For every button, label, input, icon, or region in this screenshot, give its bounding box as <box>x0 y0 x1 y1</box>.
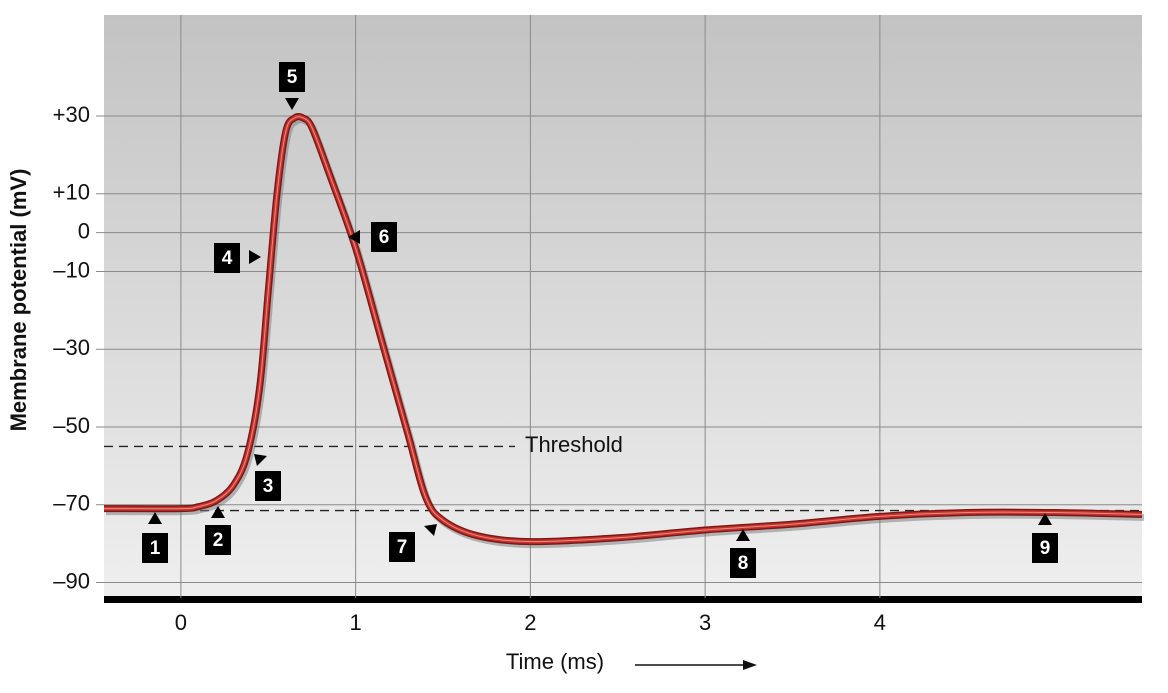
y-tick-label: –50 <box>53 413 90 438</box>
y-tick-label: +10 <box>53 180 90 205</box>
marker-arrow <box>211 506 225 518</box>
marker-box <box>205 525 231 555</box>
marker-label: 1 <box>150 538 161 559</box>
marker-label: 7 <box>397 537 408 558</box>
marker-arrow <box>254 454 267 466</box>
x-axis-bar <box>104 596 1142 603</box>
axis-arrow-head <box>743 660 757 670</box>
marker-box <box>730 548 756 578</box>
marker-label: 2 <box>213 530 224 551</box>
line-highlight <box>103 116 1143 543</box>
y-tick-label: –30 <box>53 335 90 360</box>
marker-label: 9 <box>1040 538 1051 559</box>
marker-box <box>214 243 240 273</box>
marker-label: 6 <box>379 227 390 248</box>
y-tick-label: –10 <box>53 257 90 282</box>
marker-box <box>371 222 397 252</box>
y-tick-label: –90 <box>53 568 90 593</box>
marker-box <box>1032 533 1058 563</box>
marker-box <box>279 62 305 92</box>
y-axis-label: Membrane potential (mV) <box>6 169 31 432</box>
x-tick-label: 4 <box>874 610 886 635</box>
y-tick-label: 0 <box>78 218 90 243</box>
y-tick-label: –70 <box>53 491 90 516</box>
marker-label: 4 <box>222 248 233 269</box>
x-tick-label: 3 <box>699 610 711 635</box>
marker-arrow <box>424 524 437 536</box>
marker-arrow <box>348 230 360 244</box>
x-axis-label: Time (ms) <box>506 649 604 674</box>
x-tick-label: 0 <box>175 610 187 635</box>
marker-box <box>255 471 281 501</box>
marker-arrow <box>736 529 750 541</box>
y-tick-label: +30 <box>53 102 90 127</box>
marker-arrow <box>249 250 261 264</box>
marker-label: 5 <box>287 67 298 88</box>
marker-label: 8 <box>738 553 749 574</box>
marker-label: 3 <box>263 476 274 497</box>
marker-box <box>142 533 168 563</box>
x-tick-label: 2 <box>524 610 536 635</box>
reference-label: Threshold <box>525 432 623 457</box>
marker-arrow <box>1038 513 1052 525</box>
marker-box <box>389 532 415 562</box>
marker-arrow <box>148 512 162 524</box>
x-tick-label: 1 <box>350 610 362 635</box>
marker-arrow <box>285 98 299 110</box>
